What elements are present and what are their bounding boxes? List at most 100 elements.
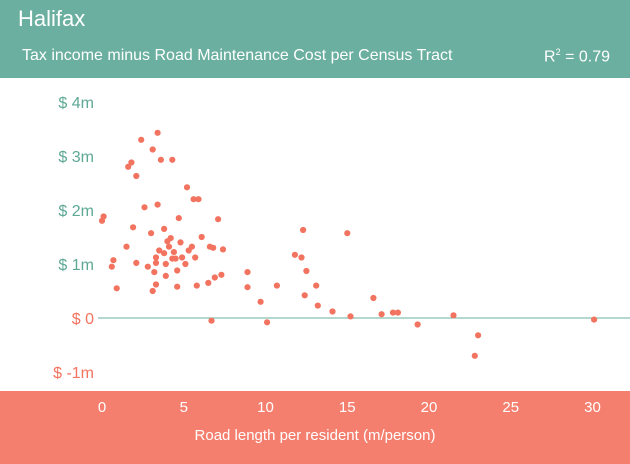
y-tick-label: $ 2m: [58, 203, 94, 220]
data-point: [314, 302, 321, 309]
y-tick-label: $ 0: [72, 311, 94, 328]
data-point: [161, 225, 168, 232]
chart-subtitle: Tax income minus Road Maintenance Cost p…: [22, 47, 453, 64]
x-tick-label: 10: [257, 399, 274, 416]
data-point: [174, 283, 181, 290]
data-point: [148, 230, 155, 237]
data-point: [149, 146, 156, 153]
data-point: [125, 163, 132, 170]
data-point: [344, 230, 351, 237]
x-tick-label: 0: [98, 399, 106, 416]
x-axis-band: [0, 391, 630, 464]
x-axis-label: Road length per resident (m/person): [194, 427, 436, 444]
data-point: [157, 156, 164, 163]
x-tick-label: 25: [502, 399, 519, 416]
data-point: [162, 260, 169, 268]
x-tick-label: 5: [180, 399, 188, 416]
data-point: [394, 309, 401, 316]
data-point: [144, 263, 151, 270]
data-point: [113, 285, 120, 292]
data-point: [591, 316, 598, 323]
data-point: [219, 246, 227, 253]
data-point: [414, 321, 421, 328]
data-point: [301, 292, 308, 299]
data-point: [183, 184, 191, 191]
data-point: [257, 298, 264, 305]
data-point: [128, 159, 135, 166]
data-point: [149, 287, 156, 295]
chart-header: [0, 0, 630, 78]
data-point: [192, 254, 199, 261]
data-point: [188, 243, 195, 250]
data-point: [215, 216, 222, 223]
data-point: [175, 215, 182, 222]
r-squared-superscript: 2: [555, 47, 561, 57]
data-point: [475, 332, 482, 339]
data-point: [471, 352, 478, 359]
data-point: [378, 311, 385, 318]
data-point: [141, 204, 148, 211]
data-point: [154, 129, 161, 136]
r-squared-symbol: R: [544, 48, 556, 66]
data-point: [264, 319, 271, 326]
data-point: [152, 281, 160, 288]
data-point: [193, 282, 200, 289]
data-point: [110, 257, 117, 264]
data-point: [179, 254, 186, 261]
data-point: [172, 255, 179, 262]
r-squared-annotation: R2 = 0.79: [544, 47, 610, 66]
data-point: [347, 313, 354, 320]
y-tick-label: $ 1m: [58, 257, 94, 274]
data-point: [100, 213, 107, 220]
data-point: [130, 224, 137, 231]
data-point: [198, 233, 205, 241]
data-point: [303, 267, 310, 275]
y-tick-label: $ 4m: [58, 95, 94, 112]
data-point: [167, 235, 174, 242]
data-point: [156, 247, 163, 254]
data-point: [313, 282, 320, 289]
data-point: [152, 254, 160, 261]
data-point: [177, 239, 184, 246]
data-point: [151, 269, 158, 276]
data-point: [133, 172, 140, 180]
data-point: [205, 279, 212, 286]
data-point: [170, 249, 177, 256]
data-point: [244, 269, 251, 276]
data-point: [210, 244, 217, 251]
x-tick-label: 20: [421, 399, 438, 416]
data-point: [329, 308, 336, 315]
data-point: [190, 196, 197, 203]
x-tick-label: 30: [584, 399, 601, 416]
data-point: [108, 263, 115, 270]
data-point: [195, 196, 202, 203]
data-point: [182, 260, 189, 268]
data-point: [218, 271, 225, 278]
data-point: [165, 243, 173, 250]
data-point: [162, 272, 169, 279]
data-point: [370, 294, 377, 302]
data-point: [291, 251, 298, 258]
y-tick-label: $ -1m: [53, 365, 94, 382]
data-point: [244, 284, 251, 291]
data-point: [169, 156, 176, 163]
data-point: [211, 274, 218, 281]
y-tick-label: $ 3m: [58, 149, 94, 166]
data-point: [273, 282, 280, 289]
data-point: [123, 243, 130, 250]
data-point: [389, 309, 397, 316]
data-point: [161, 250, 168, 257]
data-point: [450, 312, 457, 319]
data-point: [298, 254, 305, 261]
data-point: [138, 136, 145, 143]
data-point: [133, 259, 140, 266]
chart-title: Halifax: [18, 6, 86, 31]
data-point: [152, 259, 160, 266]
data-point: [174, 267, 181, 274]
data-point: [208, 317, 215, 324]
x-tick-label: 15: [339, 399, 356, 416]
data-point: [154, 201, 161, 208]
r-squared-value: = 0.79: [560, 48, 610, 66]
data-point: [300, 226, 307, 234]
